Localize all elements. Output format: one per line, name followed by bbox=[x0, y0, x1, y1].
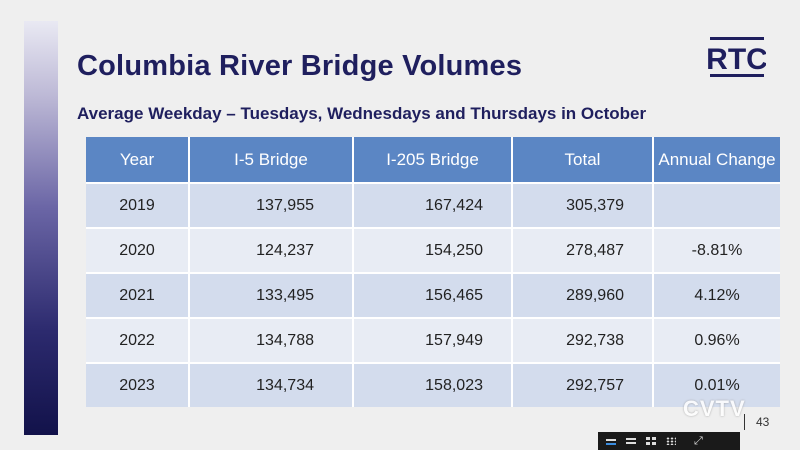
cell-year: 2019 bbox=[86, 182, 190, 227]
cell-total: 292,738 bbox=[513, 317, 654, 362]
cell-change: 0.01% bbox=[654, 362, 780, 407]
cell-i5: 134,788 bbox=[190, 317, 354, 362]
expand-icon[interactable]: ⤢ bbox=[694, 435, 703, 447]
page-number: 43 bbox=[756, 415, 770, 429]
viewer-toolbar: ⤢ bbox=[598, 432, 740, 450]
cell-i5: 137,955 bbox=[190, 182, 354, 227]
cell-change: 4.12% bbox=[654, 272, 780, 317]
cell-i5: 124,237 bbox=[190, 227, 354, 272]
grid-nine-view-icon[interactable] bbox=[666, 437, 676, 445]
slide-title: Columbia River Bridge Volumes bbox=[77, 50, 523, 82]
cell-i5: 134,734 bbox=[190, 362, 354, 407]
cell-total: 289,960 bbox=[513, 272, 654, 317]
table-row: 2022 134,788 157,949 292,738 0.96% bbox=[86, 317, 780, 362]
cell-i205: 157,949 bbox=[354, 317, 513, 362]
table-row: 2019 137,955 167,424 305,379 bbox=[86, 182, 780, 227]
grid-view-icon[interactable] bbox=[646, 437, 656, 445]
cell-i5: 133,495 bbox=[190, 272, 354, 317]
line-view-icon[interactable] bbox=[606, 437, 616, 445]
cell-year: 2022 bbox=[86, 317, 190, 362]
rtc-logo-text: RTC bbox=[708, 43, 766, 76]
list-view-icon[interactable] bbox=[626, 437, 636, 445]
cell-year: 2021 bbox=[86, 272, 190, 317]
header-i205-bridge: I-205 Bridge bbox=[354, 137, 513, 182]
cell-year: 2020 bbox=[86, 227, 190, 272]
cell-total: 278,487 bbox=[513, 227, 654, 272]
header-annual-change: Annual Change bbox=[654, 137, 780, 182]
header-i5-bridge: I-5 Bridge bbox=[190, 137, 354, 182]
cell-change: -8.81% bbox=[654, 227, 780, 272]
cell-total: 305,379 bbox=[513, 182, 654, 227]
table-row: 2023 134,734 158,023 292,757 0.01% bbox=[86, 362, 780, 407]
header-year: Year bbox=[86, 137, 190, 182]
table-row: 2020 124,237 154,250 278,487 -8.81% bbox=[86, 227, 780, 272]
gradient-side-bar bbox=[24, 21, 58, 435]
cell-i205: 167,424 bbox=[354, 182, 513, 227]
table-header-row: Year I-5 Bridge I-205 Bridge Total Annua… bbox=[86, 137, 780, 182]
header-total: Total bbox=[513, 137, 654, 182]
cell-change: 0.96% bbox=[654, 317, 780, 362]
rtc-logo: RTC bbox=[708, 37, 766, 77]
cvtv-watermark: CVTV bbox=[683, 396, 746, 421]
cell-year: 2023 bbox=[86, 362, 190, 407]
bridge-volumes-table: Year I-5 Bridge I-205 Bridge Total Annua… bbox=[86, 137, 780, 407]
cell-i205: 156,465 bbox=[354, 272, 513, 317]
cell-i205: 158,023 bbox=[354, 362, 513, 407]
table-row: 2021 133,495 156,465 289,960 4.12% bbox=[86, 272, 780, 317]
page-number-divider bbox=[744, 414, 745, 430]
cell-change bbox=[654, 182, 780, 227]
cell-total: 292,757 bbox=[513, 362, 654, 407]
slide-subtitle: Average Weekday – Tuesdays, Wednesdays a… bbox=[77, 104, 647, 123]
cell-i205: 154,250 bbox=[354, 227, 513, 272]
